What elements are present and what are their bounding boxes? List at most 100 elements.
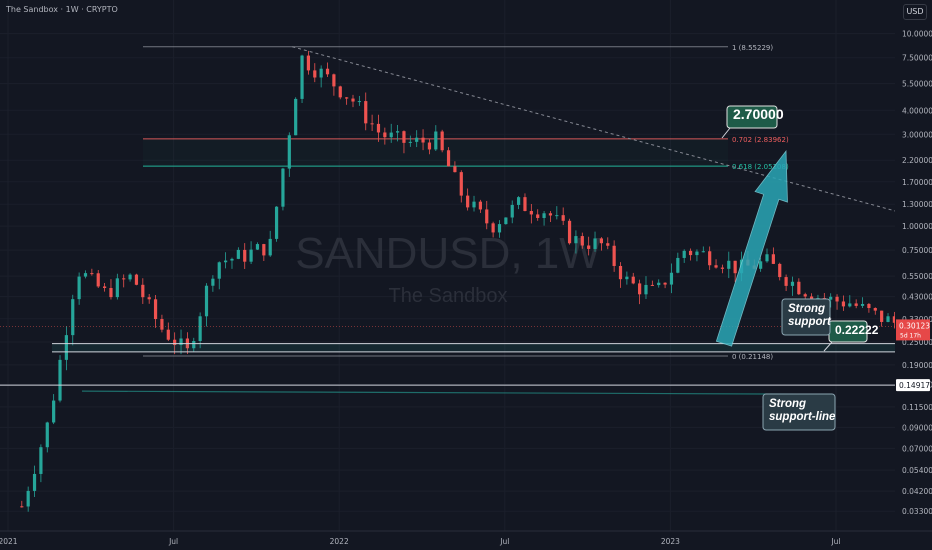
downtrend-line[interactable]	[292, 46, 932, 353]
price-tick-label: 3.00000	[902, 130, 932, 139]
candle-body	[669, 272, 674, 285]
strong-support-callout-text: support	[788, 316, 832, 328]
candle-body	[96, 273, 100, 287]
price-tick-label: 0.19000	[902, 361, 932, 370]
candle-body	[580, 236, 584, 246]
candle-body	[720, 267, 725, 269]
candle-body	[497, 224, 502, 233]
support-line-underline	[81, 390, 801, 395]
chart-header-title: The Sandbox · 1W · CRYPTO	[6, 5, 118, 14]
candle-body	[421, 137, 425, 143]
candle-body	[268, 238, 272, 256]
target-callout-box[interactable]	[726, 105, 778, 129]
callouts[interactable]: 2.700000.22222StrongsupportStrongsupport…	[721, 105, 879, 431]
candle-body	[128, 274, 132, 280]
target-arrow[interactable]	[715, 149, 788, 347]
price-tick-label: 0.07000	[902, 444, 932, 453]
candle-body	[778, 263, 782, 278]
candle-body	[90, 273, 94, 275]
candle-body	[593, 238, 597, 249]
strong-support-callout-box[interactable]	[781, 298, 831, 336]
candle-body	[115, 278, 119, 298]
candle-body	[567, 220, 572, 244]
price-axis[interactable]: 10.00000 7.50000 5.50000 4.00000 3.00000 2.20…	[895, 0, 932, 550]
watermark-name: The Sandbox	[389, 285, 508, 307]
candle-body	[281, 168, 285, 207]
price-tick-label: 2.20000	[902, 156, 932, 165]
price-tick-label: 1.00000	[902, 222, 932, 231]
candle-body	[262, 244, 266, 256]
candle-body	[548, 213, 553, 216]
price-tick-label: 10.00000	[902, 30, 932, 39]
candle-body	[809, 296, 814, 301]
candle-body	[357, 101, 361, 103]
candle-body	[625, 276, 629, 280]
candle-body	[618, 265, 623, 280]
candle-body	[211, 278, 215, 286]
time-tick-label: 2023	[661, 537, 680, 546]
candle-body	[440, 131, 444, 151]
price-tick-label: 0.55000	[902, 272, 932, 281]
candle-body	[504, 217, 508, 225]
candle-body	[45, 422, 49, 448]
fib-level-label: 0 (0.21148)	[732, 353, 773, 361]
time-axis[interactable]: 2021Jul2022Jul2023Jul2024Jul2025Jul2026	[0, 530, 932, 546]
candle-body	[147, 297, 151, 300]
price-tick-label: 5.50000	[902, 80, 932, 89]
candle-body	[854, 303, 858, 306]
support-zone-fill	[52, 343, 895, 352]
candle-body	[166, 329, 170, 340]
candle-body	[523, 197, 527, 211]
candle-body	[841, 301, 846, 307]
candle-body	[529, 210, 533, 215]
candle-body	[109, 287, 113, 298]
candle-body	[122, 278, 126, 280]
candle-body	[20, 506, 24, 508]
candle-body	[332, 74, 336, 87]
candle-body	[179, 338, 183, 346]
candle-body	[867, 303, 871, 309]
candle-body	[141, 284, 145, 298]
currency-button[interactable]: USD	[903, 4, 927, 20]
support-price-badge-bg	[896, 379, 930, 392]
drawings[interactable]	[0, 46, 932, 395]
support-level-callout-text: 0.22222	[835, 323, 879, 337]
candle-body	[829, 296, 833, 300]
candle-body	[446, 150, 451, 167]
candle-body	[402, 131, 406, 143]
price-axis-background	[895, 0, 932, 550]
candle-body	[892, 316, 896, 323]
support-price-badge: 0.14917	[899, 381, 930, 390]
time-tick-label: 2021	[0, 537, 18, 546]
candle-body	[160, 319, 164, 330]
candle-body	[408, 141, 412, 143]
candle-body	[612, 245, 616, 266]
time-tick-label: Jul	[830, 537, 840, 546]
candle-body	[52, 400, 56, 423]
candle-body	[338, 86, 342, 98]
candle-body	[192, 341, 196, 349]
candle-body	[300, 55, 304, 99]
candle-body	[383, 132, 387, 138]
candles	[20, 50, 932, 512]
candle-body	[389, 132, 393, 138]
candle-body	[395, 131, 400, 133]
price-tick-label: 0.11500	[902, 403, 932, 412]
candle-body	[688, 250, 693, 256]
candle-body	[714, 265, 718, 268]
candle-body	[459, 172, 463, 196]
strong-support-line-callout-box[interactable]	[762, 393, 836, 431]
candle-body	[306, 55, 311, 71]
candle-body	[835, 296, 839, 302]
candle-body	[351, 98, 355, 102]
candle-body	[631, 276, 635, 284]
candle-body	[491, 223, 495, 233]
candle-body	[478, 201, 482, 210]
candle-body	[797, 281, 801, 295]
candle-body	[364, 101, 368, 124]
fib-level-label: 0.618 (2.05108)	[732, 163, 789, 171]
candle-body	[325, 68, 330, 75]
candle-body	[230, 258, 234, 261]
candle-body	[32, 473, 37, 491]
